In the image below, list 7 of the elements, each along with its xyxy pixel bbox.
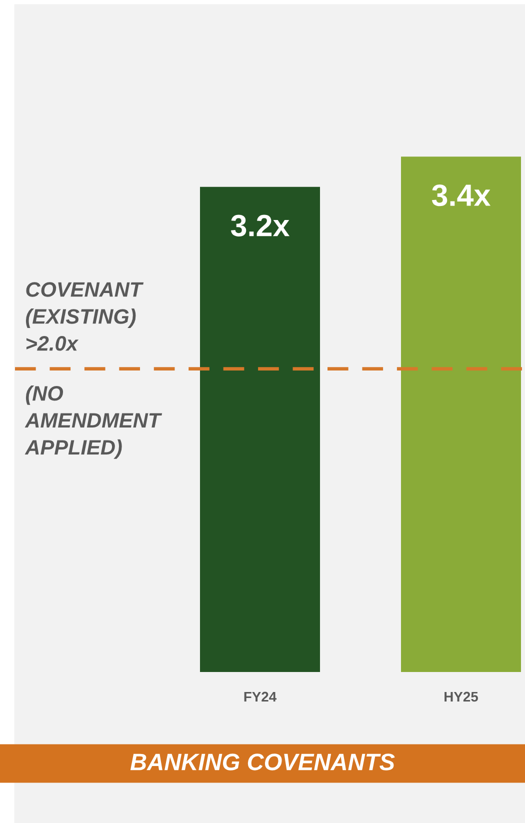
annotation: (NO AMENDMENT APPLIED) xyxy=(24,385,162,459)
x-tick-label: FY24 xyxy=(244,692,277,702)
text: BANKING COVENANTS xyxy=(130,754,395,770)
ref-line-label: COVENANT (EXISTING) >2.0x xyxy=(26,282,144,351)
x-tick-label: HY25 xyxy=(444,692,478,702)
data-label: 3.2x xyxy=(230,214,290,236)
data-label: 3.4x xyxy=(432,184,491,206)
